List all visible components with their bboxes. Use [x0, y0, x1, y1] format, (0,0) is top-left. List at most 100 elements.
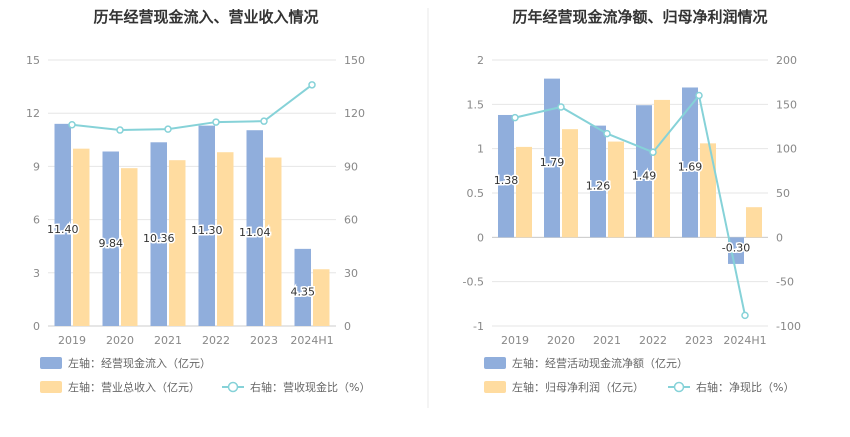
left-axis-tick-label: 1 [477, 143, 484, 156]
data-label: 11.04 [239, 226, 271, 239]
data-label: 1.26 [586, 179, 611, 192]
bar-series-1 [590, 125, 606, 238]
x-axis-tick-label: 2019 [501, 334, 529, 347]
bar-series-2 [313, 269, 330, 326]
line-point [68, 120, 76, 129]
right-axis-tick-label: 30 [344, 267, 358, 280]
left-axis-tick-label: 15 [26, 54, 40, 67]
left-axis-tick-label: 6 [33, 214, 40, 227]
bar-series-2 [562, 129, 578, 238]
right-axis-tick-label: 100 [776, 143, 797, 156]
net-cash-flow-profit-chart: 历年经营现金流净额、归母净利润情况 -1 -0.5 0 0.5 1 1.5 2 -100 -50… [463, 8, 801, 394]
legend-swatch [40, 381, 62, 393]
legend-swatch [484, 381, 506, 393]
data-label: 4.35 [291, 285, 316, 298]
right-axis-tick-label: 120 [344, 107, 365, 120]
line-series [514, 93, 746, 316]
legend-label: 左轴：归母净利润（亿元） [512, 380, 644, 394]
legend-label: 右轴：营收现金比（%） [250, 380, 370, 394]
line-point [557, 103, 565, 111]
left-axis-tick-label: 0 [33, 320, 40, 333]
bar-series-2 [654, 99, 670, 238]
right-axis-tick-label: -50 [776, 276, 794, 289]
right-axis-tick-label: 150 [776, 98, 797, 111]
x-axis-tick-label: 2023 [685, 334, 713, 347]
bar-series-1 [150, 142, 167, 326]
left-axis-tick-label: 12 [26, 107, 40, 120]
data-label: 1.49 [632, 169, 657, 182]
right-axis-tick-label: 90 [344, 160, 358, 173]
left-axis-tick-label: 3 [33, 267, 40, 280]
bar-series-2 [121, 168, 138, 326]
bar-series-1 [246, 130, 263, 326]
bar-series-1 [544, 78, 560, 238]
line-series [71, 84, 313, 132]
x-axis-tick-label: 2024H1 [290, 334, 333, 347]
legend: 左轴：经营活动现金流净额（亿元） 左轴：归母净利润（亿元） 右轴：净现比（%） [484, 356, 794, 394]
bar-series-2 [169, 160, 186, 326]
bar-series-2 [73, 148, 90, 326]
bar-series-1 [54, 123, 71, 326]
right-axis-tick-label: 50 [776, 187, 790, 200]
left-axis-tick-label: 2 [477, 54, 484, 67]
line-point [741, 311, 749, 320]
bar-series-2 [746, 207, 762, 238]
bar-series-1 [294, 248, 311, 326]
x-axis-tick-label: 2021 [593, 334, 621, 347]
data-label: 11.40 [47, 223, 79, 236]
x-axis-tick-label: 2021 [154, 334, 182, 347]
right-axis-tick-label: 0 [776, 231, 783, 244]
right-axis-tick-label: 60 [344, 214, 358, 227]
bar-series-2 [608, 141, 624, 238]
data-label: 11.30 [191, 224, 223, 237]
chart-title: 历年经营现金流入、营业收入情况 [93, 8, 318, 26]
legend-line-marker [227, 381, 239, 393]
x-axis-tick-label: 2024H1 [723, 334, 766, 347]
bar-series-1 [498, 114, 514, 238]
cash-inflow-revenue-chart: 历年经营现金流入、营业收入情况 036912150306090120150201… [26, 8, 370, 394]
legend: 左轴：经营现金流入（亿元） 左轴：营业总收入（亿元） 右轴：营收现金比（%） [40, 356, 370, 394]
legend-swatch [484, 357, 506, 369]
left-axis-tick-label: 9 [33, 160, 40, 173]
legend-label: 左轴：经营活动现金流净额（亿元） [512, 356, 688, 370]
left-axis-tick-label: 1.5 [467, 98, 485, 111]
right-axis-tick-label: 150 [344, 54, 365, 67]
bar-series-1 [682, 87, 698, 238]
line-point [116, 126, 124, 134]
right-axis-tick-label: 200 [776, 54, 797, 67]
line-point [212, 118, 220, 126]
data-label: 1.69 [678, 160, 703, 173]
data-label: -0.30 [722, 241, 750, 254]
bar-series-2 [516, 146, 532, 238]
bar-series-2 [217, 152, 234, 326]
x-axis-tick-label: 2020 [106, 334, 134, 347]
legend-label: 左轴：营业总收入（亿元） [68, 380, 200, 394]
legend-swatch [40, 357, 62, 369]
bar-series-2 [265, 157, 282, 326]
bar-series-1 [636, 105, 652, 238]
x-axis-tick-label: 2019 [58, 334, 86, 347]
chart-title: 历年经营现金流净额、归母净利润情况 [512, 8, 767, 26]
legend-label: 右轴：净现比（%） [696, 380, 794, 394]
line-point [695, 91, 703, 100]
data-label: 9.84 [99, 237, 124, 250]
bar-series-2 [700, 143, 716, 238]
left-axis-tick-label: -0.5 [463, 276, 484, 289]
x-axis-tick-label: 2020 [547, 334, 575, 347]
x-axis-tick-label: 2023 [250, 334, 278, 347]
legend-label: 左轴：经营现金流入（亿元） [68, 356, 211, 370]
line-point [164, 125, 172, 133]
data-label: 1.79 [540, 156, 565, 169]
right-axis-tick-label: 0 [344, 320, 351, 333]
line-point [308, 81, 316, 89]
bar-series-1 [102, 151, 119, 326]
line-point [260, 117, 268, 125]
left-axis-tick-label: 0 [477, 231, 484, 244]
line-point [603, 129, 611, 138]
data-label: 1.38 [494, 174, 519, 187]
left-axis-tick-label: -1 [473, 320, 484, 333]
legend-line-marker [673, 381, 685, 393]
left-axis-tick-label: 0.5 [467, 187, 485, 200]
data-label: 10.36 [143, 232, 175, 245]
